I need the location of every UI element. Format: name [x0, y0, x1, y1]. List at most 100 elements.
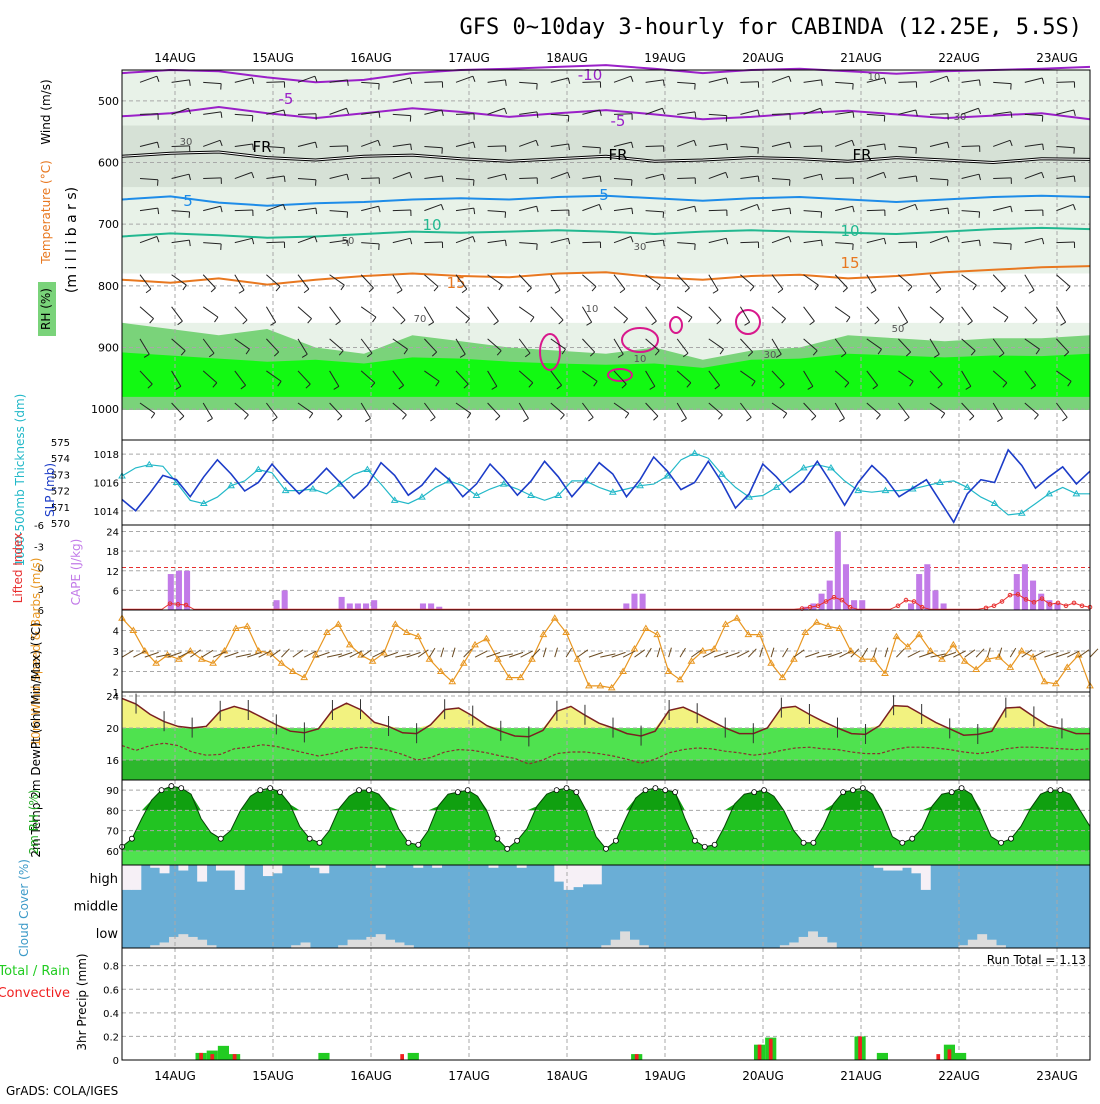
date-label-bottom: 14AUG	[154, 1069, 196, 1083]
wind-barb	[614, 114, 632, 115]
rh-shade-dry-layer	[122, 274, 1090, 323]
temp-ytick: 16	[106, 756, 119, 767]
rh2-point	[643, 788, 648, 793]
cloud-high-bar	[131, 865, 141, 890]
cloud-background	[122, 865, 1090, 948]
rh2-point	[169, 784, 174, 789]
precip-total-bar	[408, 1053, 419, 1060]
wind-barb	[488, 146, 506, 147]
wind-barb	[519, 178, 537, 179]
rh2-point	[564, 786, 569, 791]
wind-barb-10m	[657, 648, 660, 657]
slp-ytick: 1018	[94, 450, 119, 461]
wind-barb-10m	[908, 651, 920, 657]
cloud-high-bar	[216, 865, 226, 871]
rh-contour-label: 30	[634, 242, 647, 253]
wind-barb	[1056, 82, 1074, 83]
wind-barb	[677, 178, 695, 179]
cloud-high-bar	[225, 865, 235, 871]
temp-ytick: 20	[106, 724, 119, 735]
precip-total-legend: Total / Rain	[0, 964, 70, 979]
cloud-low-bar	[197, 940, 207, 948]
precip-convective-bar	[948, 1049, 952, 1060]
precip-total-bar	[877, 1053, 888, 1060]
wind-barb	[740, 82, 758, 83]
date-label-bottom: 18AUG	[546, 1069, 588, 1083]
rh2-point	[495, 836, 500, 841]
rh2-point	[455, 790, 460, 795]
wind-barb	[551, 210, 569, 211]
cloud-low-bar	[188, 937, 198, 948]
wind-barb-10m	[281, 649, 289, 657]
wind-barb-10m	[623, 651, 635, 657]
cape-bar	[1038, 594, 1044, 610]
rh2-point	[465, 788, 470, 793]
cloud-high-bar	[122, 865, 132, 890]
cloud-high-bar	[564, 865, 574, 890]
date-label-top: 23AUG	[1036, 51, 1078, 65]
slp-ytick: 1014	[94, 507, 119, 518]
wind-barb-10m	[133, 651, 145, 657]
rh2-point	[179, 786, 184, 791]
temp-warm-area	[122, 698, 1090, 728]
cape-bar	[640, 594, 646, 610]
date-label-top: 14AUG	[154, 51, 196, 65]
rh2-point	[702, 844, 707, 849]
wind-barb	[993, 178, 1011, 179]
precip-total-bar	[318, 1053, 329, 1060]
thickness-ytick: 575	[51, 438, 70, 449]
wind-barb	[266, 82, 284, 83]
cloud-low-bar	[977, 934, 987, 948]
rh2-point	[653, 786, 658, 791]
cloud-high-bar	[554, 865, 564, 882]
wind-barb-10m	[805, 652, 819, 657]
rh2-point	[613, 838, 618, 843]
wind-barb-10m	[1033, 651, 1045, 657]
cape-bar	[827, 581, 833, 610]
wind-barb	[298, 114, 316, 115]
isotherm-label: -5	[279, 90, 294, 108]
cloud-high-bar	[893, 865, 903, 871]
rh2-point	[406, 840, 411, 845]
cape-bar	[1030, 581, 1036, 610]
isotherm-label: 5	[599, 186, 609, 204]
rh2-point	[762, 788, 767, 793]
cloud-low-bar	[357, 940, 367, 948]
rh2-point	[357, 788, 362, 793]
cape-bar	[371, 600, 377, 610]
wind-barb	[424, 82, 442, 83]
rh2-point	[841, 790, 846, 795]
rh2-ytick: 90	[106, 786, 119, 797]
precip-convective-bar	[758, 1045, 762, 1060]
cloud-low-bar	[169, 937, 179, 948]
wind-ytick: 4	[113, 627, 119, 638]
rh2-point	[278, 790, 283, 795]
wind-barb	[709, 210, 727, 211]
rh2-point	[900, 840, 905, 845]
run-total-label: Run Total = 1.13	[987, 953, 1086, 967]
date-label-top: 15AUG	[252, 51, 294, 65]
isotherm-label: 10	[840, 222, 859, 240]
precip-convective-bar	[233, 1054, 237, 1060]
rh2-point	[218, 836, 223, 841]
rh-contour-label: 30	[764, 350, 777, 361]
xsec-ytick: 500	[98, 95, 119, 108]
li-ytick: -6	[34, 521, 44, 532]
precip-total-bar	[218, 1046, 229, 1060]
date-label-top: 20AUG	[742, 51, 784, 65]
precip-ytick: 0.2	[103, 1032, 119, 1043]
precip-convective-bar	[210, 1054, 214, 1060]
rh2-point	[129, 836, 134, 841]
rh2-point	[159, 788, 164, 793]
cape-bar	[274, 600, 280, 610]
wind-barb	[140, 114, 158, 115]
wind-barb-10m	[919, 652, 933, 657]
date-label-top: 21AUG	[840, 51, 882, 65]
cape-ytick: 24	[106, 528, 119, 539]
cloud-high-bar	[592, 865, 602, 884]
wind-barb-10m	[543, 648, 546, 657]
li-ytick: -3	[34, 542, 44, 553]
rh2-point	[1058, 788, 1063, 793]
cape-ytick: 18	[106, 547, 119, 558]
